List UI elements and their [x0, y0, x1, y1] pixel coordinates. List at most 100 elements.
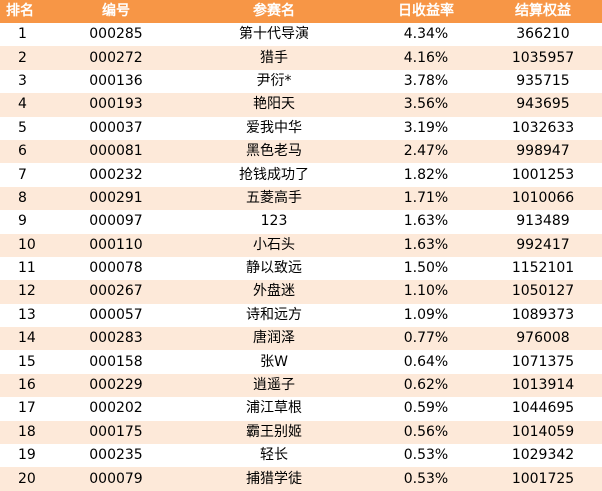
table-row: 10 000110 小石头 1.63% 992417	[0, 233, 602, 257]
table-row: 17 000202 浦江草根 0.59% 1044695	[0, 397, 602, 421]
cell-daily-return: 1.63%	[403, 213, 449, 230]
cell-rank: 1	[18, 26, 27, 43]
cell-daily-return: 4.16%	[403, 49, 449, 66]
cell-rank: 7	[18, 166, 27, 183]
cell-name: 艳阳天	[253, 96, 295, 113]
header-name: 参赛名	[253, 3, 295, 19]
cell-equity: 976008	[516, 330, 570, 347]
cell-id: 000272	[89, 49, 143, 66]
cell-id: 000235	[89, 447, 143, 464]
cell-id: 000078	[89, 260, 143, 277]
cell-equity: 1001253	[511, 166, 575, 183]
cell-equity: 1035957	[511, 49, 575, 66]
cell-name: 爱我中华	[246, 119, 302, 136]
cell-id: 000285	[89, 26, 143, 43]
table-row: 11 000078 静以致远 1.50% 1152101	[0, 256, 602, 281]
cell-rank: 18	[18, 423, 36, 440]
table-row: 16 000229 逍遥子 0.62% 1013914	[0, 373, 602, 398]
cell-rank: 13	[18, 306, 36, 323]
cell-rank: 15	[18, 353, 36, 370]
cell-daily-return: 0.62%	[403, 377, 449, 394]
cell-id: 000158	[89, 353, 143, 370]
cell-id: 000110	[89, 236, 143, 253]
cell-id: 000136	[89, 72, 143, 89]
table-row: 14 000283 唐润泽 0.77% 976008	[0, 327, 602, 351]
cell-rank: 12	[18, 283, 36, 300]
cell-daily-return: 2.47%	[403, 143, 449, 160]
cell-daily-return: 0.77%	[403, 330, 449, 347]
cell-equity: 1071375	[511, 353, 575, 370]
cell-name: 123	[260, 213, 288, 230]
table-row: 1 000285 第十代导演 4.34% 366210	[0, 23, 602, 47]
table-row: 12 000267 外盘迷 1.10% 1050127	[0, 280, 602, 304]
cell-rank: 16	[18, 377, 36, 394]
table-row: 18 000175 霸王别姬 0.56% 1014059	[0, 420, 602, 445]
cell-rank: 6	[18, 143, 27, 160]
cell-daily-return: 1.50%	[403, 260, 449, 277]
cell-id: 000202	[89, 400, 143, 417]
cell-daily-return: 0.53%	[403, 447, 449, 464]
cell-rank: 20	[18, 470, 36, 487]
cell-name: 逍遥子	[253, 377, 295, 394]
cell-equity: 998947	[516, 143, 570, 160]
cell-rank: 2	[18, 49, 27, 66]
cell-id: 000037	[89, 119, 143, 136]
cell-equity: 1032633	[511, 119, 575, 136]
cell-equity: 943695	[516, 96, 570, 113]
cell-equity: 992417	[516, 236, 570, 253]
cell-daily-return: 4.34%	[403, 26, 449, 43]
header-row: 排名 编号 参赛名 日收益率 结算权益	[0, 0, 602, 23]
cell-daily-return: 0.53%	[403, 470, 449, 487]
cell-name: 浦江草根	[246, 400, 302, 417]
table-row: 3 000136 尹衍* 3.78% 935715	[0, 69, 602, 94]
table-header: 排名 编号 参赛名 日收益率 结算权益	[0, 0, 602, 23]
header-daily-return: 日收益率	[398, 3, 454, 19]
cell-rank: 19	[18, 447, 36, 464]
table-row: 2 000272 猎手 4.16% 1035957	[0, 46, 602, 70]
cell-name: 五菱高手	[246, 189, 302, 206]
cell-id: 000079	[89, 470, 143, 487]
cell-daily-return: 3.56%	[403, 96, 449, 113]
cell-id: 000193	[89, 96, 143, 113]
cell-equity: 1001725	[511, 470, 575, 487]
cell-name: 黑色老马	[246, 143, 302, 160]
cell-rank: 5	[18, 119, 27, 136]
cell-daily-return: 0.59%	[403, 400, 449, 417]
cell-id: 000283	[89, 330, 143, 347]
cell-name: 尹衍*	[256, 72, 292, 89]
cell-id: 000057	[89, 306, 143, 323]
cell-daily-return: 3.19%	[403, 119, 449, 136]
header-rank: 排名	[6, 3, 34, 19]
cell-equity: 913489	[516, 213, 570, 230]
cell-id: 000291	[89, 189, 143, 206]
cell-equity: 1013914	[511, 377, 575, 394]
cell-name: 猎手	[260, 49, 288, 66]
cell-equity: 1010066	[511, 189, 575, 206]
cell-rank: 10	[18, 236, 36, 253]
header-id: 编号	[102, 3, 130, 19]
cell-daily-return: 1.71%	[403, 189, 449, 206]
cell-equity: 935715	[516, 72, 570, 89]
cell-daily-return: 0.56%	[403, 423, 449, 440]
cell-daily-return: 1.82%	[403, 166, 449, 183]
cell-daily-return: 1.10%	[403, 283, 449, 300]
table-row: 13 000057 诗和远方 1.09% 1089373	[0, 303, 602, 328]
cell-id: 000232	[89, 166, 143, 183]
cell-id: 000267	[89, 283, 143, 300]
cell-equity: 366210	[516, 26, 570, 43]
cell-rank: 17	[18, 400, 36, 417]
cell-equity: 1152101	[511, 260, 575, 277]
cell-equity: 1029342	[511, 447, 575, 464]
cell-name: 唐润泽	[253, 330, 295, 347]
cell-name: 诗和远方	[246, 306, 302, 323]
cell-name: 捕猎学徒	[246, 470, 302, 487]
cell-name: 轻长	[260, 447, 288, 464]
cell-rank: 3	[18, 72, 27, 89]
table-row: 6 000081 黑色老马 2.47% 998947	[0, 139, 602, 164]
cell-rank: 4	[18, 96, 27, 113]
table-row: 9 000097 123 1.63% 913489	[0, 210, 602, 234]
table-row: 19 000235 轻长 0.53% 1029342	[0, 444, 602, 468]
cell-rank: 11	[18, 260, 36, 277]
cell-equity: 1089373	[511, 306, 575, 323]
cell-rank: 8	[18, 189, 27, 206]
